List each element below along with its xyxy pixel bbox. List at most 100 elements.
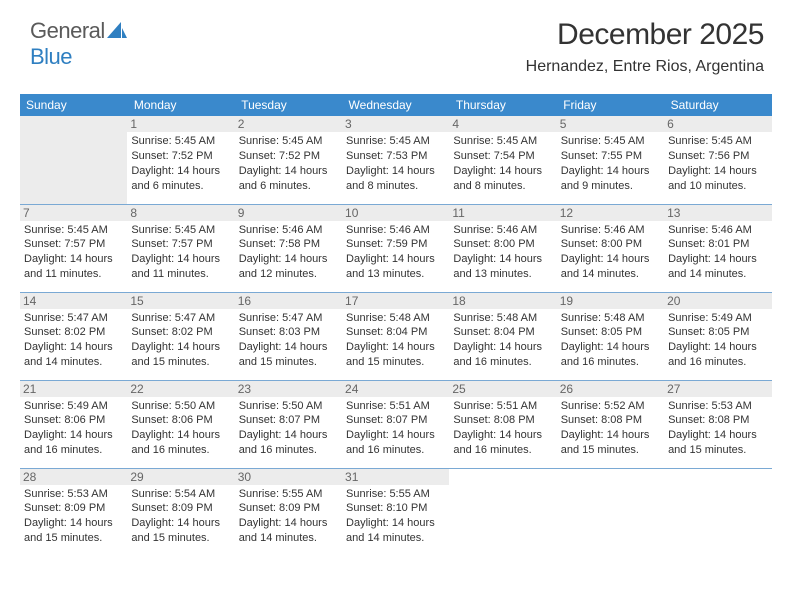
day-info: Sunrise: 5:46 AMSunset: 7:59 PMDaylight:… — [346, 223, 445, 282]
calendar-cell: 25Sunrise: 5:51 AMSunset: 8:08 PMDayligh… — [449, 380, 556, 468]
day-info: Sunrise: 5:53 AMSunset: 8:08 PMDaylight:… — [668, 399, 767, 458]
day-number: 15 — [127, 293, 234, 309]
day-info: Sunrise: 5:46 AMSunset: 8:00 PMDaylight:… — [561, 223, 660, 282]
sunrise-line: Sunrise: 5:53 AM — [24, 488, 108, 500]
day-number: 26 — [557, 381, 664, 397]
day-info: Sunrise: 5:46 AMSunset: 8:00 PMDaylight:… — [453, 223, 552, 282]
sunset-line: Sunset: 7:58 PM — [239, 238, 320, 250]
sunset-line: Sunset: 8:08 PM — [668, 414, 749, 426]
sunrise-line: Sunrise: 5:50 AM — [239, 400, 323, 412]
calendar-cell: 9Sunrise: 5:46 AMSunset: 7:58 PMDaylight… — [235, 204, 342, 292]
sunrise-line: Sunrise: 5:46 AM — [346, 224, 430, 236]
day-info: Sunrise: 5:45 AMSunset: 7:53 PMDaylight:… — [346, 134, 445, 193]
day-number: 3 — [342, 116, 449, 132]
sunrise-line: Sunrise: 5:48 AM — [561, 312, 645, 324]
sunset-line: Sunset: 7:57 PM — [24, 238, 105, 250]
calendar-table: SundayMondayTuesdayWednesdayThursdayFrid… — [20, 94, 772, 556]
daylight-line: Daylight: 14 hours and 10 minutes. — [668, 165, 757, 192]
day-info: Sunrise: 5:52 AMSunset: 8:08 PMDaylight:… — [561, 399, 660, 458]
sunset-line: Sunset: 8:06 PM — [24, 414, 105, 426]
sunrise-line: Sunrise: 5:55 AM — [239, 488, 323, 500]
day-info: Sunrise: 5:53 AMSunset: 8:09 PMDaylight:… — [24, 487, 123, 546]
calendar-cell: 14Sunrise: 5:47 AMSunset: 8:02 PMDayligh… — [20, 292, 127, 380]
sunrise-line: Sunrise: 5:46 AM — [561, 224, 645, 236]
calendar-cell: 8Sunrise: 5:45 AMSunset: 7:57 PMDaylight… — [127, 204, 234, 292]
calendar-row: 14Sunrise: 5:47 AMSunset: 8:02 PMDayligh… — [20, 292, 772, 380]
weekday-row: SundayMondayTuesdayWednesdayThursdayFrid… — [20, 94, 772, 116]
day-info: Sunrise: 5:45 AMSunset: 7:54 PMDaylight:… — [453, 134, 552, 193]
sunset-line: Sunset: 7:52 PM — [239, 150, 320, 162]
sunset-line: Sunset: 8:07 PM — [346, 414, 427, 426]
day-number: 5 — [557, 116, 664, 132]
day-number: 19 — [557, 293, 664, 309]
location: Hernandez, Entre Rios, Argentina — [526, 58, 764, 76]
sunset-line: Sunset: 7:57 PM — [131, 238, 212, 250]
daylight-line: Daylight: 14 hours and 14 minutes. — [561, 253, 650, 280]
daylight-line: Daylight: 14 hours and 16 minutes. — [453, 341, 542, 368]
calendar-cell: 30 Sunrise: 5:55 AM Sunset: 8:09 PM Dayligh… — [235, 468, 342, 556]
day-info: Sunrise: 5:54 AMSunset: 8:09 PMDaylight:… — [131, 487, 230, 546]
daylight-line: Daylight: 14 hours and 16 minutes. — [561, 341, 650, 368]
day-info: Sunrise: 5:45 AMSunset: 7:57 PMDaylight:… — [131, 223, 230, 282]
sunset-line: Sunset: 8:02 PM — [24, 326, 105, 338]
calendar-cell: 23Sunrise: 5:50 AMSunset: 8:07 PMDayligh… — [235, 380, 342, 468]
daylight-line: Daylight: 14 hours and 16 minutes. — [239, 429, 328, 456]
sunrise-line: Sunrise: 5:51 AM — [453, 400, 537, 412]
day-info: Sunrise: 5:48 AMSunset: 8:04 PMDaylight:… — [346, 311, 445, 370]
calendar-head: SundayMondayTuesdayWednesdayThursdayFrid… — [20, 94, 772, 116]
daylight-line: Daylight: 14 hours and 9 minutes. — [561, 165, 650, 192]
sunrise-line: Sunrise: 5:52 AM — [561, 400, 645, 412]
daylight-line: Daylight: 14 hours and 8 minutes. — [453, 165, 542, 192]
day-number: 30 — [235, 469, 342, 485]
weekday-thursday: Thursday — [449, 94, 556, 116]
sunset-line: Sunset: 8:05 PM — [668, 326, 749, 338]
day-number: 27 — [664, 381, 771, 397]
day-number: 17 — [342, 293, 449, 309]
sunset-line: Sunset: 8:09 PM — [131, 502, 212, 514]
day-info: Sunrise: 5:45 AMSunset: 7:56 PMDaylight:… — [668, 134, 767, 193]
day-info: Sunrise: 5:51 AMSunset: 8:08 PMDaylight:… — [453, 399, 552, 458]
sunrise-line: Sunrise: 5:46 AM — [453, 224, 537, 236]
day-info: Sunrise: 5:55 AM Sunset: 8:09 PM Daylight:… — [239, 487, 338, 546]
daylight-line: Daylight: 14 hours and 15 minutes. — [668, 429, 757, 456]
sunrise-line: Sunrise: 5:45 AM — [239, 135, 323, 147]
day-info: Sunrise: 5:50 AMSunset: 8:07 PMDaylight:… — [239, 399, 338, 458]
day-number: 12 — [557, 205, 664, 221]
sunset-line: Sunset: 8:09 PM — [239, 502, 320, 514]
daylight-line: Daylight: 14 hours and 16 minutes. — [131, 429, 220, 456]
calendar-cell — [20, 116, 127, 204]
title-block: December 2025 Hernandez, Entre Rios, Arg… — [526, 18, 764, 76]
calendar-cell: 18Sunrise: 5:48 AMSunset: 8:04 PMDayligh… — [449, 292, 556, 380]
calendar-cell: 2Sunrise: 5:45 AMSunset: 7:52 PMDaylight… — [235, 116, 342, 204]
calendar-cell: 5Sunrise: 5:45 AMSunset: 7:55 PMDaylight… — [557, 116, 664, 204]
calendar-cell: 19 Sunrise: 5:48 AM Sunset: 8:05 PM Dayligh… — [557, 292, 664, 380]
calendar-row: 1Sunrise: 5:45 AMSunset: 7:52 PMDaylight… — [20, 116, 772, 204]
sunset-line: Sunset: 8:02 PM — [131, 326, 212, 338]
calendar-cell: 31Sunrise: 5:55 AMSunset: 8:10 PMDayligh… — [342, 468, 449, 556]
daylight-line: Daylight: 14 hours and 14 minutes. — [239, 517, 328, 544]
sunrise-line: Sunrise: 5:49 AM — [668, 312, 752, 324]
daylight-line: Daylight: 14 hours and 15 minutes. — [131, 341, 220, 368]
sunrise-line: Sunrise: 5:46 AM — [668, 224, 752, 236]
sunrise-line: Sunrise: 5:45 AM — [346, 135, 430, 147]
calendar-cell: 27 Sunrise: 5:53 AMSunset: 8:08 PMDayligh… — [664, 380, 771, 468]
sunrise-line: Sunrise: 5:48 AM — [346, 312, 430, 324]
sunset-line: Sunset: 8:04 PM — [346, 326, 427, 338]
day-number: 29 — [127, 469, 234, 485]
daylight-line: Daylight: 14 hours and 15 minutes. — [239, 341, 328, 368]
day-number: 14 — [20, 293, 127, 309]
sunset-line: Sunset: 8:05 PM — [561, 326, 642, 338]
calendar-body: 1Sunrise: 5:45 AMSunset: 7:52 PMDaylight… — [20, 116, 772, 556]
day-info: Sunrise: 5:45 AMSunset: 7:52 PMDaylight:… — [131, 134, 230, 193]
day-info: Sunrise: 5:55 AMSunset: 8:10 PMDaylight:… — [346, 487, 445, 546]
logo-sail-icon — [107, 22, 127, 38]
calendar-cell: 20Sunrise: 5:49 AMSunset: 8:05 PMDayligh… — [664, 292, 771, 380]
day-number: 28 — [20, 469, 127, 485]
day-number: 1 — [127, 116, 234, 132]
sunrise-line: Sunrise: 5:49 AM — [24, 400, 108, 412]
day-info: Sunrise: 5:47 AMSunset: 8:02 PMDaylight:… — [131, 311, 230, 370]
calendar-cell: 21Sunrise: 5:49 AMSunset: 8:06 PMDayligh… — [20, 380, 127, 468]
calendar-cell — [664, 468, 771, 556]
sunrise-line: Sunrise: 5:45 AM — [131, 135, 215, 147]
calendar-cell: 24Sunrise: 5:51 AMSunset: 8:07 PMDayligh… — [342, 380, 449, 468]
